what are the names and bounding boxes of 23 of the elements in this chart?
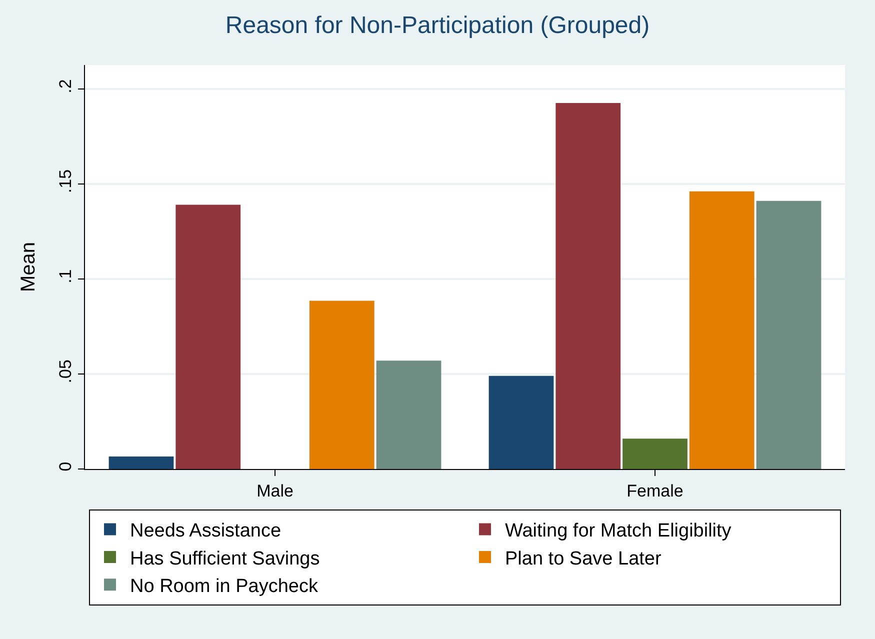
bar — [309, 300, 374, 469]
bar — [108, 456, 174, 469]
bar — [622, 438, 688, 469]
bar — [376, 360, 442, 469]
y-tick-label: .05 — [56, 360, 76, 384]
legend-label: Plan to Save Later — [505, 548, 662, 570]
legend-label: Needs Assistance — [130, 520, 282, 542]
bar — [556, 103, 621, 469]
y-tick-label: .15 — [56, 169, 76, 194]
x-tick-label: Female — [626, 481, 684, 500]
chart-title: Reason for Non-Participation (Grouped) — [225, 12, 650, 39]
legend-label: Has Sufficient Savings — [130, 548, 320, 570]
bar — [756, 200, 822, 469]
bar — [176, 204, 241, 469]
bar — [488, 376, 554, 469]
legend-label: No Room in Paycheck — [130, 576, 318, 598]
bar — [689, 191, 754, 469]
y-tick-label: .1 — [56, 269, 76, 284]
x-tick-label: Male — [256, 481, 294, 500]
y-tick-label: 0 — [56, 462, 76, 472]
y-tick-label: .2 — [56, 79, 76, 94]
legend-label: Waiting for Match Eligibility — [505, 520, 732, 542]
y-axis-title: Mean — [18, 242, 40, 292]
